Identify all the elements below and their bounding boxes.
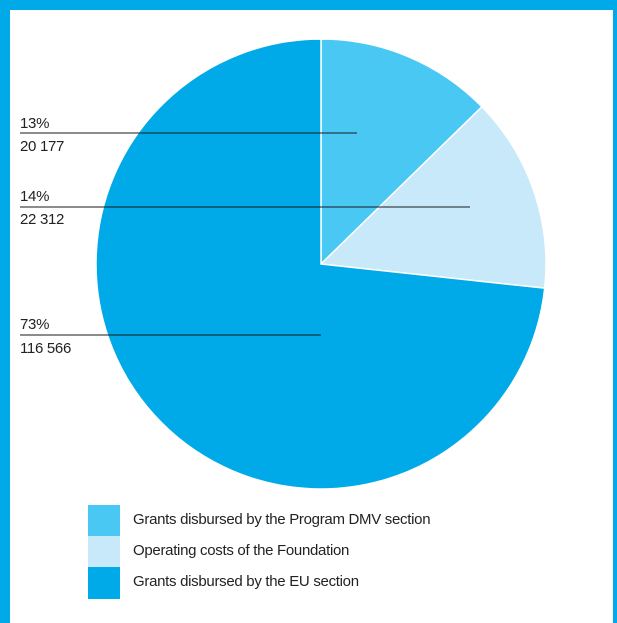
slice-label-percent-eu: 73% [20,316,50,333]
legend-swatch-eu [88,567,120,599]
legend-label-operating: Operating costs of the Foundation [133,542,350,559]
pie-slice-dmv [320,38,484,266]
legend-swatch-dmv [88,505,120,537]
legend-swatch-operating [88,536,120,568]
slice-label-value-dmv: 20 177 [20,138,65,155]
slice-label-value-eu: 116 566 [20,340,72,357]
slice-label-percent-operating: 14% [20,188,50,205]
slice-label-value-operating: 22 312 [20,211,65,228]
pie-slice-operating [319,105,547,290]
slice-label-percent-dmv: 13% [20,115,50,132]
pie-slice-eu [95,38,546,490]
legend-label-eu: Grants disbursed by the EU section [133,573,359,590]
legend-label-dmv: Grants disbursed by the Program DMV sect… [133,511,431,528]
